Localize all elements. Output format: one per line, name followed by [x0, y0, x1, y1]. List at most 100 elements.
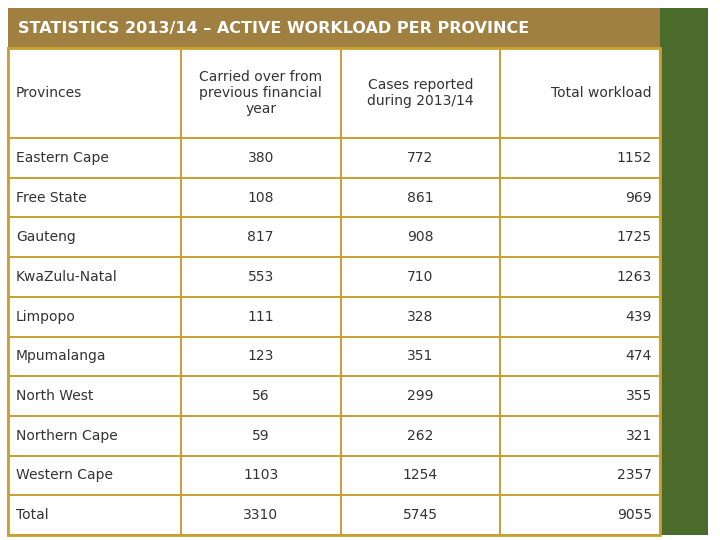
Text: 56: 56 [252, 389, 269, 403]
Text: 299: 299 [407, 389, 433, 403]
Text: Provinces: Provinces [16, 86, 82, 100]
Text: Carried over from
previous financial
year: Carried over from previous financial yea… [199, 70, 323, 116]
Text: Free State: Free State [16, 191, 86, 205]
Text: 262: 262 [408, 429, 433, 443]
Bar [341, 178, 500, 218]
Text: Gauteng: Gauteng [16, 230, 76, 244]
Text: Western Cape: Western Cape [16, 469, 113, 482]
Text: Total: Total [16, 508, 49, 522]
Bar [660, 8, 708, 535]
Bar [500, 376, 660, 416]
Bar [341, 456, 500, 495]
Text: 908: 908 [407, 230, 433, 244]
Text: 111: 111 [248, 309, 274, 323]
Text: STATISTICS 2013/14 – ACTIVE WORKLOAD PER PROVINCE: STATISTICS 2013/14 – ACTIVE WORKLOAD PER… [18, 21, 529, 36]
Bar [8, 178, 660, 218]
Bar [500, 297, 660, 336]
Bar [8, 8, 660, 48]
Bar [8, 456, 660, 495]
Bar [341, 416, 500, 456]
Bar [181, 48, 341, 138]
Text: 1725: 1725 [617, 230, 652, 244]
Bar [8, 376, 660, 416]
Bar [181, 456, 341, 495]
Text: 380: 380 [248, 151, 274, 165]
Text: 9055: 9055 [617, 508, 652, 522]
Bar [181, 297, 341, 336]
Bar [8, 257, 660, 297]
Bar [341, 336, 500, 376]
Text: 772: 772 [408, 151, 433, 165]
Text: 5745: 5745 [403, 508, 438, 522]
Bar [8, 257, 181, 297]
Text: 969: 969 [626, 191, 652, 205]
Bar [8, 336, 660, 376]
Bar [500, 178, 660, 218]
Bar [341, 376, 500, 416]
Text: KwaZulu-Natal: KwaZulu-Natal [16, 270, 118, 284]
Bar [341, 297, 500, 336]
Text: Northern Cape: Northern Cape [16, 429, 118, 443]
Text: Eastern Cape: Eastern Cape [16, 151, 109, 165]
Bar [181, 138, 341, 178]
Bar [500, 257, 660, 297]
Text: 351: 351 [408, 349, 433, 363]
Text: 355: 355 [626, 389, 652, 403]
Text: 439: 439 [626, 309, 652, 323]
Text: 817: 817 [248, 230, 274, 244]
Text: 2357: 2357 [617, 469, 652, 482]
Text: Mpumalanga: Mpumalanga [16, 349, 107, 363]
Bar [500, 48, 660, 138]
Text: 1263: 1263 [617, 270, 652, 284]
Bar [341, 495, 500, 535]
Text: 1254: 1254 [402, 469, 438, 482]
Bar [500, 416, 660, 456]
Bar [181, 178, 341, 218]
Text: 1152: 1152 [617, 151, 652, 165]
Bar [8, 376, 181, 416]
Bar [181, 218, 341, 257]
Text: 553: 553 [248, 270, 274, 284]
Bar [8, 456, 181, 495]
Bar [341, 138, 500, 178]
Text: 1103: 1103 [243, 469, 278, 482]
Bar [8, 48, 181, 138]
Bar [8, 218, 181, 257]
Bar [181, 336, 341, 376]
Bar [500, 495, 660, 535]
Bar [341, 257, 500, 297]
Text: 321: 321 [626, 429, 652, 443]
Bar [8, 48, 660, 138]
Bar [8, 297, 181, 336]
Bar [500, 218, 660, 257]
Text: 3310: 3310 [243, 508, 278, 522]
Bar [8, 218, 660, 257]
Text: 59: 59 [252, 429, 269, 443]
Bar [8, 178, 181, 218]
Bar [341, 48, 500, 138]
Bar [8, 138, 660, 178]
Bar [181, 416, 341, 456]
Bar [181, 495, 341, 535]
Bar [8, 297, 660, 336]
Bar [8, 495, 181, 535]
Text: 328: 328 [408, 309, 433, 323]
Bar [8, 416, 660, 456]
Bar [8, 495, 660, 535]
Text: Cases reported
during 2013/14: Cases reported during 2013/14 [367, 78, 474, 108]
Bar [181, 376, 341, 416]
Text: 861: 861 [407, 191, 433, 205]
Bar [341, 218, 500, 257]
Text: 710: 710 [408, 270, 433, 284]
Bar [500, 336, 660, 376]
Text: 474: 474 [626, 349, 652, 363]
Bar [8, 416, 181, 456]
Bar [181, 257, 341, 297]
Text: Limpopo: Limpopo [16, 309, 76, 323]
Bar [500, 138, 660, 178]
Text: North West: North West [16, 389, 94, 403]
Text: 108: 108 [248, 191, 274, 205]
Bar [8, 336, 181, 376]
Text: Total workload: Total workload [552, 86, 652, 100]
Bar [500, 456, 660, 495]
